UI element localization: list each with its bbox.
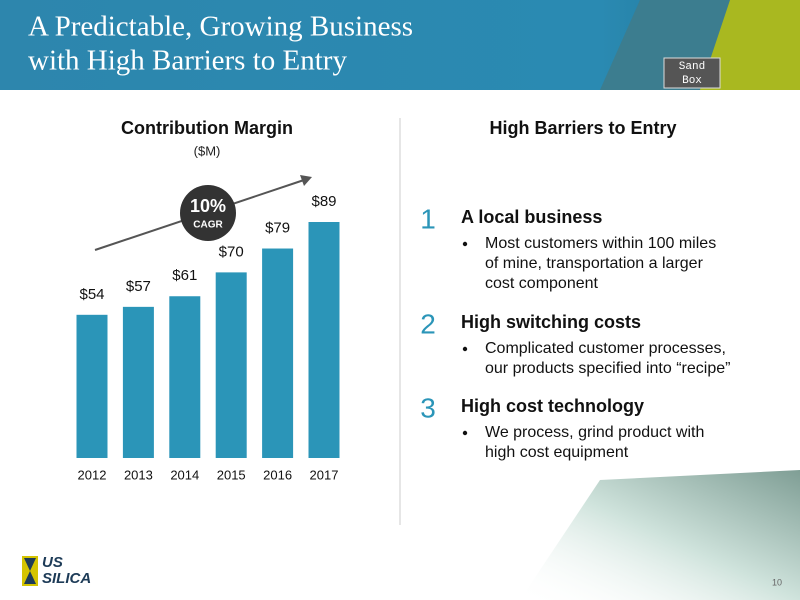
bullet [462, 430, 468, 436]
slide-title: A Predictable, Growing Business [28, 11, 413, 43]
item-text: of mine, transportation a larger [485, 255, 704, 272]
item-heading: A local business [461, 207, 602, 227]
bar [308, 222, 340, 458]
cagr-badge [180, 185, 236, 241]
item-number: 3 [420, 392, 436, 423]
header-logo-line: Sand [679, 61, 705, 73]
bar [169, 296, 201, 458]
item-text: Most customers within 100 miles [485, 235, 716, 252]
cagr-label: CAGR [193, 220, 223, 231]
value-label: $79 [265, 219, 290, 236]
footer-logo-text: SILICA [42, 570, 91, 587]
header-logo-line: Box [682, 75, 702, 87]
decorative-photo [520, 470, 800, 600]
item-number: 2 [420, 308, 436, 339]
bar [76, 314, 108, 458]
item-text: high cost equipment [485, 444, 629, 461]
chart-title: Contribution Margin [121, 118, 293, 138]
panel-title: High Barriers to Entry [489, 118, 676, 138]
cagr-value: 10% [190, 196, 226, 216]
arrow-head [300, 175, 312, 186]
slide-title: with High Barriers to Entry [28, 45, 347, 77]
header-sign [663, 57, 721, 89]
footer-logo [22, 556, 38, 586]
page-number: 10 [772, 577, 782, 587]
value-label: $89 [311, 193, 336, 210]
x-tick-label: 2017 [310, 467, 339, 482]
x-tick-label: 2012 [78, 467, 107, 482]
barrier-list: 1 A local business Most customers within 1… [420, 203, 730, 461]
item-text: Complicated customer processes, [485, 340, 726, 357]
item-text: We process, grind product with [485, 424, 704, 441]
x-tick-label: 2015 [217, 467, 246, 482]
bullet [462, 241, 468, 247]
value-label: $70 [219, 243, 244, 260]
logo-mark [24, 571, 36, 584]
item-text: our products specified into “recipe” [485, 360, 730, 377]
value-label: $61 [172, 267, 197, 284]
item-heading: High switching costs [461, 312, 641, 332]
x-tick-label: 2014 [170, 467, 199, 482]
value-label: $54 [79, 286, 104, 303]
bar [262, 248, 294, 458]
logo-mark [24, 558, 36, 571]
x-tick-label: 2016 [263, 467, 292, 482]
item-number: 1 [420, 203, 436, 234]
header-accent [700, 0, 800, 90]
x-tick-label: 2013 [124, 467, 153, 482]
footer-logo-text: US [42, 554, 63, 571]
bar [215, 272, 247, 458]
bar [122, 306, 154, 458]
value-label: $57 [126, 278, 151, 295]
item-heading: High cost technology [461, 396, 644, 416]
bullet [462, 346, 468, 352]
chart-subtitle: ($M) [194, 143, 221, 158]
item-text: cost component [485, 275, 599, 292]
